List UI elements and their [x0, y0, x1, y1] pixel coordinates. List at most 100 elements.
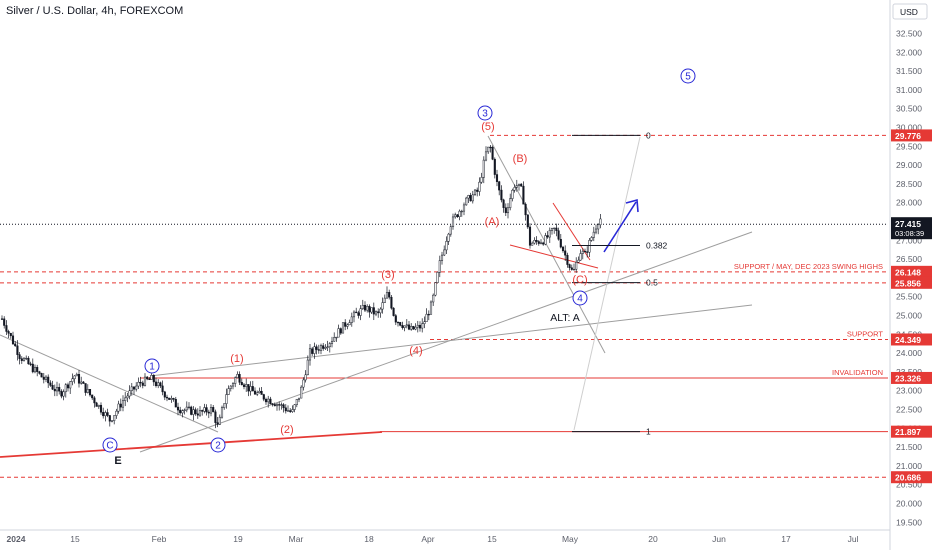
x-tick-label: 20: [648, 534, 658, 544]
candle-body: [227, 388, 230, 395]
candle-body: [264, 398, 268, 403]
candle-body: [157, 382, 160, 387]
candle-body: [319, 345, 323, 351]
x-tick-label: 2024: [7, 534, 26, 544]
currency-button[interactable]: [892, 3, 928, 20]
y-tick-label: 25.500: [896, 292, 922, 302]
candle-body: [260, 390, 263, 395]
projection-arrow-head: [625, 198, 639, 213]
candle-body: [102, 411, 105, 417]
candle-body: [495, 174, 499, 182]
candle-body: [192, 409, 195, 415]
wave-label-red: (B): [513, 153, 528, 165]
candle-body: [194, 409, 197, 415]
y-tick-label: 31.500: [896, 66, 922, 76]
candle-body: [377, 311, 380, 314]
candle-body: [515, 185, 518, 188]
price-tag-label: 29.776: [895, 131, 921, 141]
candle-body: [467, 195, 470, 199]
level-note: INVALIDATION: [832, 368, 883, 377]
candle-body: [42, 376, 45, 380]
candle-body: [399, 322, 402, 326]
y-tick-label: 25.000: [896, 311, 922, 321]
candle-body: [247, 384, 250, 392]
candle-body: [0, 318, 4, 320]
wave-label-blue-circle: [102, 437, 118, 453]
wave-label-red: (A): [485, 216, 500, 228]
level-note: SUPPORT / MAY, DEC 2023 SWING HIGHS: [734, 262, 883, 271]
candle-body: [126, 395, 129, 399]
candle-body: [33, 367, 37, 373]
candle-body: [548, 230, 551, 238]
candle-body: [445, 241, 448, 251]
candle-body: [581, 250, 584, 254]
candle-body: [242, 384, 246, 387]
candle-body: [172, 398, 175, 400]
candle-body: [520, 183, 523, 187]
candle-body: [137, 381, 140, 387]
candle-body: [99, 404, 103, 413]
candle-body: [522, 185, 525, 205]
trend-line: [0, 431, 383, 458]
candle-body: [256, 392, 259, 395]
candle-body: [25, 357, 28, 360]
y-tick-label: 30.500: [896, 104, 922, 114]
trend-line: [552, 202, 591, 261]
candle-body: [44, 376, 48, 380]
candle-body: [73, 375, 76, 380]
candle-body: [425, 313, 428, 322]
candle-body: [53, 388, 56, 392]
y-tick-label: 20.500: [896, 480, 922, 490]
candle-body: [348, 322, 351, 326]
candle-body: [337, 328, 340, 338]
wave-label-red: (4): [409, 345, 422, 357]
candle-body: [38, 371, 41, 374]
candle-body: [223, 403, 226, 408]
candle-body: [330, 340, 334, 344]
candle-body: [344, 322, 347, 327]
candle-body: [130, 386, 133, 391]
candle-body: [436, 272, 439, 283]
fib-label: 0.382: [646, 240, 668, 250]
candle-body: [359, 308, 362, 316]
candle-body: [245, 384, 248, 387]
candle-body: [465, 197, 468, 206]
chart-title: Silver / U.S. Dollar, 4h, FOREXCOM: [6, 5, 184, 17]
y-tick-label: 19.500: [896, 517, 922, 527]
candle-body: [511, 189, 514, 199]
current-price-tag: [891, 217, 932, 240]
candle-body: [289, 410, 292, 412]
candle-body: [258, 390, 261, 393]
candle-body: [253, 390, 257, 395]
candle-body: [469, 195, 472, 202]
candle-body: [207, 411, 210, 414]
candle-body: [517, 183, 521, 186]
candle-body: [504, 207, 507, 214]
candle-body: [5, 325, 8, 332]
candle-body: [335, 336, 338, 339]
wave-label-blue: 4: [577, 294, 583, 305]
candle-body: [568, 264, 571, 268]
wave-label-blue-circle: [144, 358, 160, 374]
candle-body: [91, 394, 94, 399]
candle-body: [315, 346, 318, 350]
wave-label-blue: 3: [482, 109, 488, 120]
candle-body: [55, 387, 59, 392]
candle-body: [132, 386, 136, 390]
fib-label: 0.5: [646, 278, 658, 288]
candle-body: [493, 158, 496, 175]
wave-label-blue: 5: [685, 72, 691, 83]
candle-body: [383, 297, 386, 303]
candle-body: [506, 207, 510, 214]
candle-body: [577, 259, 580, 263]
wave-label-blue: 1: [149, 362, 155, 373]
y-tick-label: 28.500: [896, 179, 922, 189]
candle-body: [407, 324, 411, 330]
candle-body: [333, 337, 336, 342]
y-tick-label: 29.000: [896, 160, 922, 170]
candle-body: [128, 390, 131, 397]
candle-body: [473, 189, 477, 196]
candle-body: [478, 181, 481, 192]
candle-body: [297, 397, 301, 400]
